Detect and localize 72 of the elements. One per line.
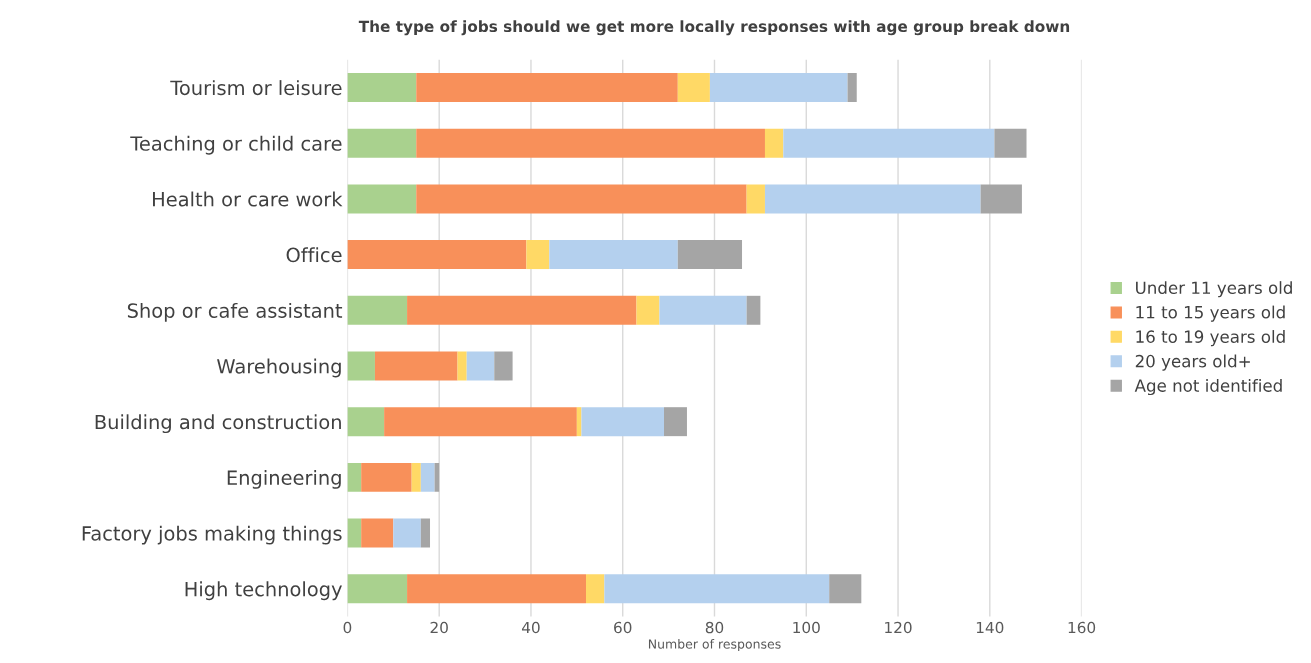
y-tick-label: Warehousing bbox=[217, 358, 341, 378]
bar bbox=[361, 518, 394, 548]
bar bbox=[416, 128, 765, 158]
legend-label: Under 11 years old bbox=[1136, 281, 1292, 298]
bar bbox=[347, 574, 408, 604]
bar bbox=[407, 574, 587, 604]
bar bbox=[347, 518, 362, 548]
bar bbox=[411, 462, 421, 492]
bar bbox=[420, 518, 431, 548]
bar bbox=[829, 574, 862, 604]
bar bbox=[677, 73, 710, 102]
x-tick-label: 20 bbox=[430, 621, 448, 634]
legend-label: Age not identified bbox=[1134, 378, 1282, 396]
bar bbox=[549, 240, 678, 270]
bar bbox=[347, 128, 417, 158]
bar bbox=[783, 128, 995, 158]
legend-label: 11 to 15 years old bbox=[1136, 305, 1285, 322]
bar bbox=[709, 73, 848, 102]
bar bbox=[416, 73, 678, 102]
x-tick-label: 0 bbox=[343, 621, 352, 634]
bar bbox=[764, 184, 981, 214]
bar bbox=[361, 462, 412, 492]
y-tick-label: Shop or cafe assistant bbox=[127, 302, 343, 322]
chart-title: The type of jobs should we get more locally responses with age group break down bbox=[358, 20, 1070, 36]
y-tick-label: Factory jobs making things bbox=[82, 525, 342, 545]
bar bbox=[393, 518, 421, 548]
bar bbox=[994, 128, 1027, 158]
legend-label: 16 to 19 years old bbox=[1136, 330, 1285, 347]
bar bbox=[847, 73, 857, 102]
bar bbox=[347, 295, 408, 325]
x-tick-label: 40 bbox=[521, 621, 540, 634]
bar bbox=[980, 184, 1022, 214]
bar bbox=[374, 351, 458, 381]
bar bbox=[586, 574, 605, 604]
bar bbox=[581, 407, 665, 437]
x-tick-label: 80 bbox=[705, 621, 724, 634]
bar bbox=[677, 240, 743, 270]
legend-label: 20 years old+ bbox=[1135, 354, 1250, 371]
y-tick-label: Building and construction bbox=[95, 414, 341, 434]
bar bbox=[347, 351, 375, 381]
bar bbox=[457, 351, 467, 381]
y-tick-label: Engineering bbox=[227, 469, 341, 489]
bar bbox=[664, 407, 687, 437]
bar bbox=[636, 295, 660, 325]
x-tick-label: 160 bbox=[1068, 621, 1096, 634]
bar bbox=[764, 128, 784, 158]
bar bbox=[466, 351, 495, 381]
bar bbox=[420, 462, 435, 492]
bar bbox=[746, 295, 761, 325]
bar bbox=[384, 407, 577, 437]
y-tick-label: Teaching or child care bbox=[130, 135, 342, 155]
bar bbox=[347, 462, 362, 492]
x-tick-label: 100 bbox=[793, 621, 820, 634]
x-tick-label: 60 bbox=[614, 621, 632, 634]
bar bbox=[604, 574, 830, 604]
y-tick-label: High technology bbox=[185, 581, 342, 601]
x-axis-title: Number of responses bbox=[648, 639, 781, 652]
bar bbox=[416, 184, 747, 214]
y-tick-label: Health or care work bbox=[153, 191, 343, 207]
x-tick-label: 120 bbox=[885, 621, 912, 634]
bar bbox=[494, 351, 513, 381]
bar bbox=[746, 184, 765, 214]
bar bbox=[407, 295, 637, 325]
y-tick-label: Office bbox=[286, 247, 342, 263]
bar bbox=[659, 295, 747, 325]
x-tick-label: 140 bbox=[976, 621, 1004, 634]
bar bbox=[347, 184, 417, 214]
bar bbox=[347, 240, 527, 270]
bar bbox=[347, 73, 417, 102]
bar bbox=[347, 407, 385, 437]
y-tick-label: Tourism or leisure bbox=[170, 80, 342, 96]
bar bbox=[526, 240, 550, 270]
